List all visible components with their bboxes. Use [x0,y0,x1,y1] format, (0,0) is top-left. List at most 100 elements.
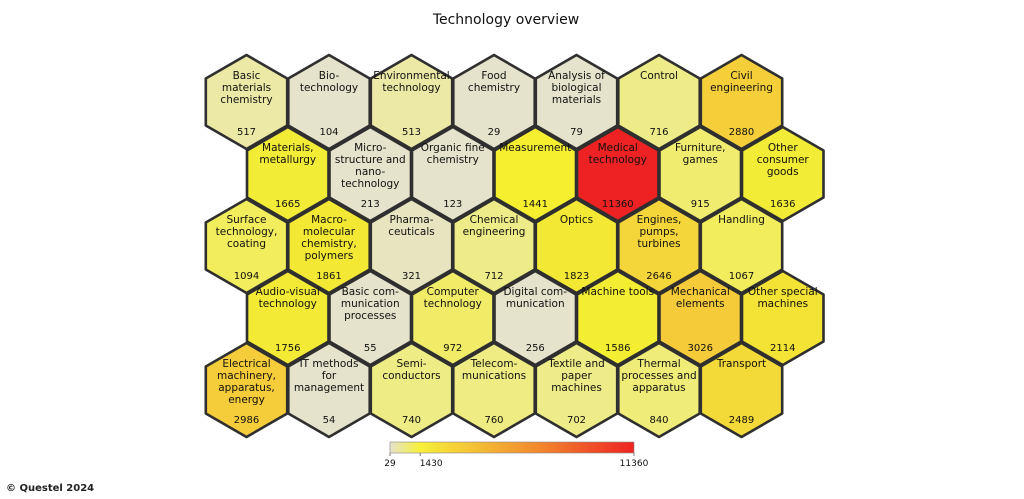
hex-label: Basic com- [342,286,400,298]
hex-value: 513 [402,127,421,138]
hex-value: 256 [526,343,545,354]
hex-value: 1756 [275,343,300,354]
hex-label: ceuticals [388,226,435,238]
scale-tick-label: 1430 [420,459,443,469]
hex-value: 3026 [688,343,713,354]
hex-label: technology [300,82,358,94]
hex-label: Medical [598,142,638,154]
hex-cell: Engines,pumps,turbines 2646 [616,197,702,295]
hex-value: 840 [649,415,668,426]
hex-label: turbines [637,238,680,250]
hex-value: 716 [649,127,668,138]
hex-label: Chemical [470,214,519,226]
copyright-text: © Questel 2024 [6,483,95,494]
hex-value: 1586 [605,343,630,354]
hex-label: pumps, [639,226,678,238]
hex-value: 11360 [602,199,634,210]
hex-label: Other special [748,286,818,298]
hex-label: metallurgy [259,154,316,166]
hex-label: Basic [233,70,261,82]
hex-value: 760 [484,415,503,426]
hex-label: consumer [757,154,810,166]
hex-value: 1636 [770,199,795,210]
hex-shape [699,53,784,151]
hex-cell: Transport 2489 [699,341,784,439]
hex-label: materials [552,94,601,106]
hex-label: conductors [382,370,440,382]
hex-value: 740 [402,415,421,426]
hex-label: technology [382,82,440,94]
hex-label: coating [227,238,266,250]
hex-cell: Control 716 [616,53,702,151]
hex-label: apparatus [632,382,685,394]
color-scale-frame [389,441,635,454]
hex-cell: Furniture,games 915 [658,125,743,223]
hex-label: Telecom- [470,358,518,370]
hex-label: technology [259,298,317,310]
hex-label: Pharma- [389,214,433,226]
hex-label: machines [551,382,602,394]
hex-grid: Basicmaterialschemistry517Bio-technology… [204,53,825,439]
hex-value: 321 [402,271,421,282]
hex-label: Bio- [319,70,340,82]
hex-label: materials [222,82,271,94]
hex-value: 972 [443,343,462,354]
hex-label: engineering [710,82,773,94]
hex-value: 2986 [234,415,259,426]
hex-value: 79 [570,127,583,138]
hex-cell: Semi-conductors 740 [369,341,454,439]
hex-label: Environmental [373,70,449,82]
hex-value: 2646 [646,271,671,282]
hex-label: Semi- [396,358,426,370]
hex-cell: Handling 1067 [699,197,784,295]
hex-value: 712 [484,271,503,282]
hex-label: processes [344,310,396,322]
hex-label: processes and [621,370,696,382]
hex-label: chemistry [220,94,272,106]
hex-label: Computer [427,286,480,298]
hex-label: Civil [730,70,752,82]
chart-title: Technology overview [432,12,579,28]
hex-label: Handling [718,214,765,226]
hex-cell: Digital com-munication 256 [493,269,578,367]
hex-label: Macro- [311,214,347,226]
hex-label: technology [341,178,399,190]
hex-label: Measurement [499,142,571,154]
hex-value: 2880 [729,127,754,138]
hex-value: 1441 [523,199,548,210]
hex-shape [699,341,784,439]
hex-label: goods [767,166,799,178]
hex-label: paper [561,370,592,382]
hex-label: Transport [716,358,766,370]
color-scale-bar [390,442,634,453]
hex-label: engineering [463,226,526,238]
hex-label: Other [768,142,798,154]
hex-label: Food [481,70,506,82]
hex-label: Micro- [354,142,386,154]
hex-label: technology, [216,226,278,238]
hex-label: munication [506,298,565,310]
hex-label: elements [676,298,725,310]
hex-label: Optics [560,214,593,226]
hex-value: 29 [488,127,501,138]
hex-label: Organic fine [421,142,485,154]
hex-label: IT methods [300,358,359,370]
hex-cell: Pharma-ceuticals 321 [369,197,454,295]
hex-label: structure and [335,154,406,166]
hex-label: Electrical [222,358,270,370]
hex-value: 1665 [275,199,300,210]
scale-tick-label: 29 [384,459,396,469]
hex-shape [740,125,825,223]
hex-value: 915 [691,199,710,210]
hex-value: 517 [237,127,256,138]
hex-label: machinery, [217,370,276,382]
hex-label: Analysis of [548,70,605,82]
